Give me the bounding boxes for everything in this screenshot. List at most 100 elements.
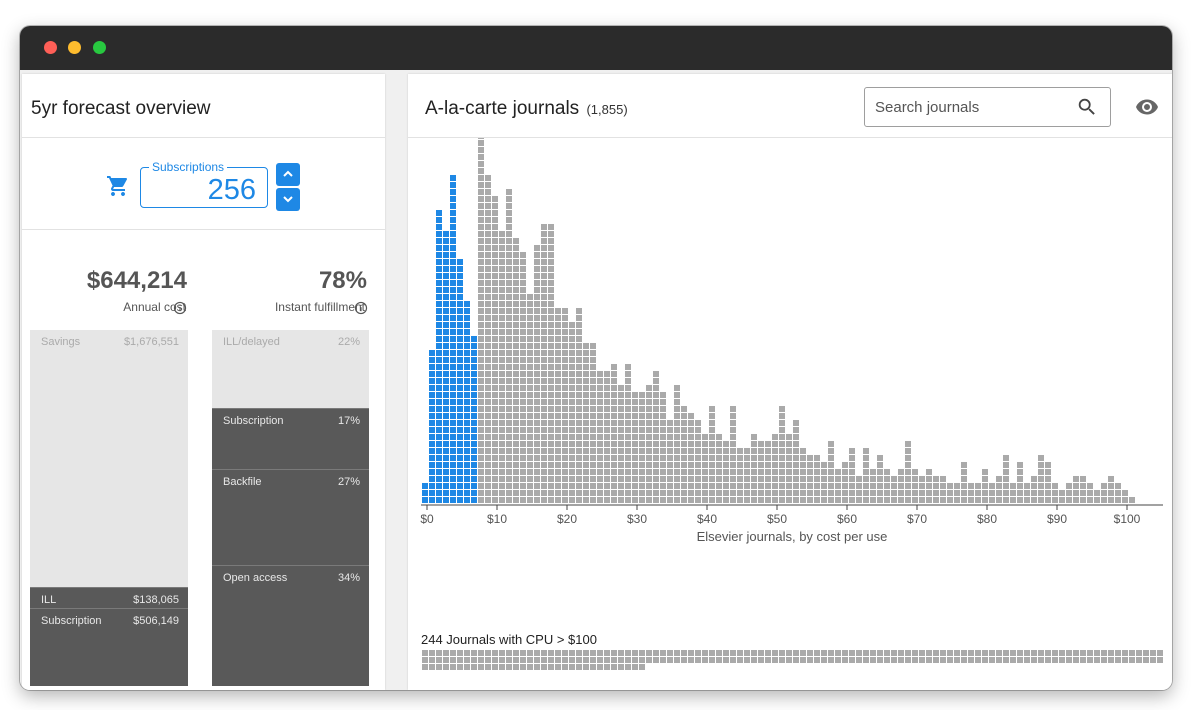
journal-cell[interactable] [821, 483, 827, 489]
journal-cell[interactable] [478, 182, 484, 188]
journal-cell[interactable] [968, 650, 974, 656]
journal-cell[interactable] [506, 280, 512, 286]
journal-cell[interactable] [660, 399, 666, 405]
journal-cell[interactable] [436, 441, 442, 447]
journal-cell[interactable] [520, 252, 526, 258]
journal-cell[interactable] [541, 350, 547, 356]
journal-cell[interactable] [1059, 657, 1065, 663]
journal-cell[interactable] [562, 469, 568, 475]
journal-cell[interactable] [520, 259, 526, 265]
journal-cell[interactable] [758, 650, 764, 656]
journal-cell[interactable] [429, 392, 435, 398]
journal-cell[interactable] [751, 657, 757, 663]
journal-cell[interactable] [765, 462, 771, 468]
journal-cell[interactable] [1059, 650, 1065, 656]
journal-cell[interactable] [849, 657, 855, 663]
journal-cell[interactable] [723, 448, 729, 454]
journal-cell[interactable] [800, 462, 806, 468]
journal-cell[interactable] [534, 301, 540, 307]
journal-cell[interactable] [478, 280, 484, 286]
journal-cell[interactable] [478, 385, 484, 391]
journal-cell[interactable] [723, 462, 729, 468]
journal-cell[interactable] [646, 497, 652, 503]
journal-cell[interactable] [779, 483, 785, 489]
journal-cell[interactable] [863, 490, 869, 496]
journal-cell[interactable] [1031, 657, 1037, 663]
journal-cell[interactable] [989, 497, 995, 503]
journal-cell[interactable] [534, 476, 540, 482]
journal-cell[interactable] [443, 280, 449, 286]
journal-cell[interactable] [653, 392, 659, 398]
journal-cell[interactable] [597, 441, 603, 447]
journal-cell[interactable] [891, 483, 897, 489]
journal-cell[interactable] [527, 371, 533, 377]
journal-cell[interactable] [982, 476, 988, 482]
journal-cell[interactable] [716, 476, 722, 482]
journal-cell[interactable] [548, 497, 554, 503]
info-icon[interactable] [173, 301, 187, 315]
journal-cell[interactable] [555, 364, 561, 370]
journal-cell[interactable] [828, 497, 834, 503]
journal-cell[interactable] [429, 476, 435, 482]
journal-cell[interactable] [730, 448, 736, 454]
journal-cell[interactable] [520, 294, 526, 300]
journal-cell[interactable] [604, 392, 610, 398]
journal-cell[interactable] [786, 434, 792, 440]
journal-cell[interactable] [555, 322, 561, 328]
journal-cell[interactable] [548, 301, 554, 307]
journal-cell[interactable] [492, 329, 498, 335]
journal-cell[interactable] [849, 448, 855, 454]
journal-cell[interactable] [562, 378, 568, 384]
journal-cell[interactable] [492, 455, 498, 461]
journal-cell[interactable] [947, 483, 953, 489]
journal-cell[interactable] [548, 413, 554, 419]
journal-cell[interactable] [674, 657, 680, 663]
journal-cell[interactable] [1052, 490, 1058, 496]
journal-cell[interactable] [506, 322, 512, 328]
journal-cell[interactable] [751, 497, 757, 503]
journal-cell[interactable] [436, 336, 442, 342]
journal-cell[interactable] [632, 427, 638, 433]
journal-cell[interactable] [681, 441, 687, 447]
journal-cell[interactable] [996, 490, 1002, 496]
journal-cell[interactable] [562, 392, 568, 398]
journal-cell[interactable] [485, 420, 491, 426]
journal-cell[interactable] [520, 378, 526, 384]
journal-cell[interactable] [450, 441, 456, 447]
journal-cell[interactable] [464, 441, 470, 447]
journal-cell[interactable] [450, 287, 456, 293]
journal-cell[interactable] [1066, 657, 1072, 663]
journal-cell[interactable] [779, 406, 785, 412]
journal-cell[interactable] [485, 287, 491, 293]
journal-cell[interactable] [562, 476, 568, 482]
journal-cell[interactable] [478, 441, 484, 447]
journal-cell[interactable] [506, 294, 512, 300]
journal-cell[interactable] [436, 469, 442, 475]
journal-cell[interactable] [751, 650, 757, 656]
journal-cell[interactable] [772, 434, 778, 440]
journal-cell[interactable] [527, 490, 533, 496]
journal-cell[interactable] [1017, 657, 1023, 663]
journal-cell[interactable] [450, 364, 456, 370]
journal-cell[interactable] [604, 469, 610, 475]
journal-cell[interactable] [520, 413, 526, 419]
journal-cell[interactable] [471, 427, 477, 433]
journal-cell[interactable] [534, 308, 540, 314]
journal-cell[interactable] [639, 462, 645, 468]
journal-cell[interactable] [541, 455, 547, 461]
journal-cell[interactable] [660, 427, 666, 433]
journal-cell[interactable] [534, 441, 540, 447]
journal-cell[interactable] [653, 427, 659, 433]
journal-cell[interactable] [464, 399, 470, 405]
journal-cell[interactable] [653, 490, 659, 496]
journal-cell[interactable] [457, 259, 463, 265]
journal-cell[interactable] [709, 483, 715, 489]
journal-cell[interactable] [478, 336, 484, 342]
journal-cell[interactable] [562, 406, 568, 412]
journal-cell[interactable] [1017, 490, 1023, 496]
journal-cell[interactable] [429, 490, 435, 496]
journal-cell[interactable] [569, 490, 575, 496]
journal-cell[interactable] [1073, 657, 1079, 663]
journal-cell[interactable] [513, 245, 519, 251]
journal-cell[interactable] [835, 650, 841, 656]
